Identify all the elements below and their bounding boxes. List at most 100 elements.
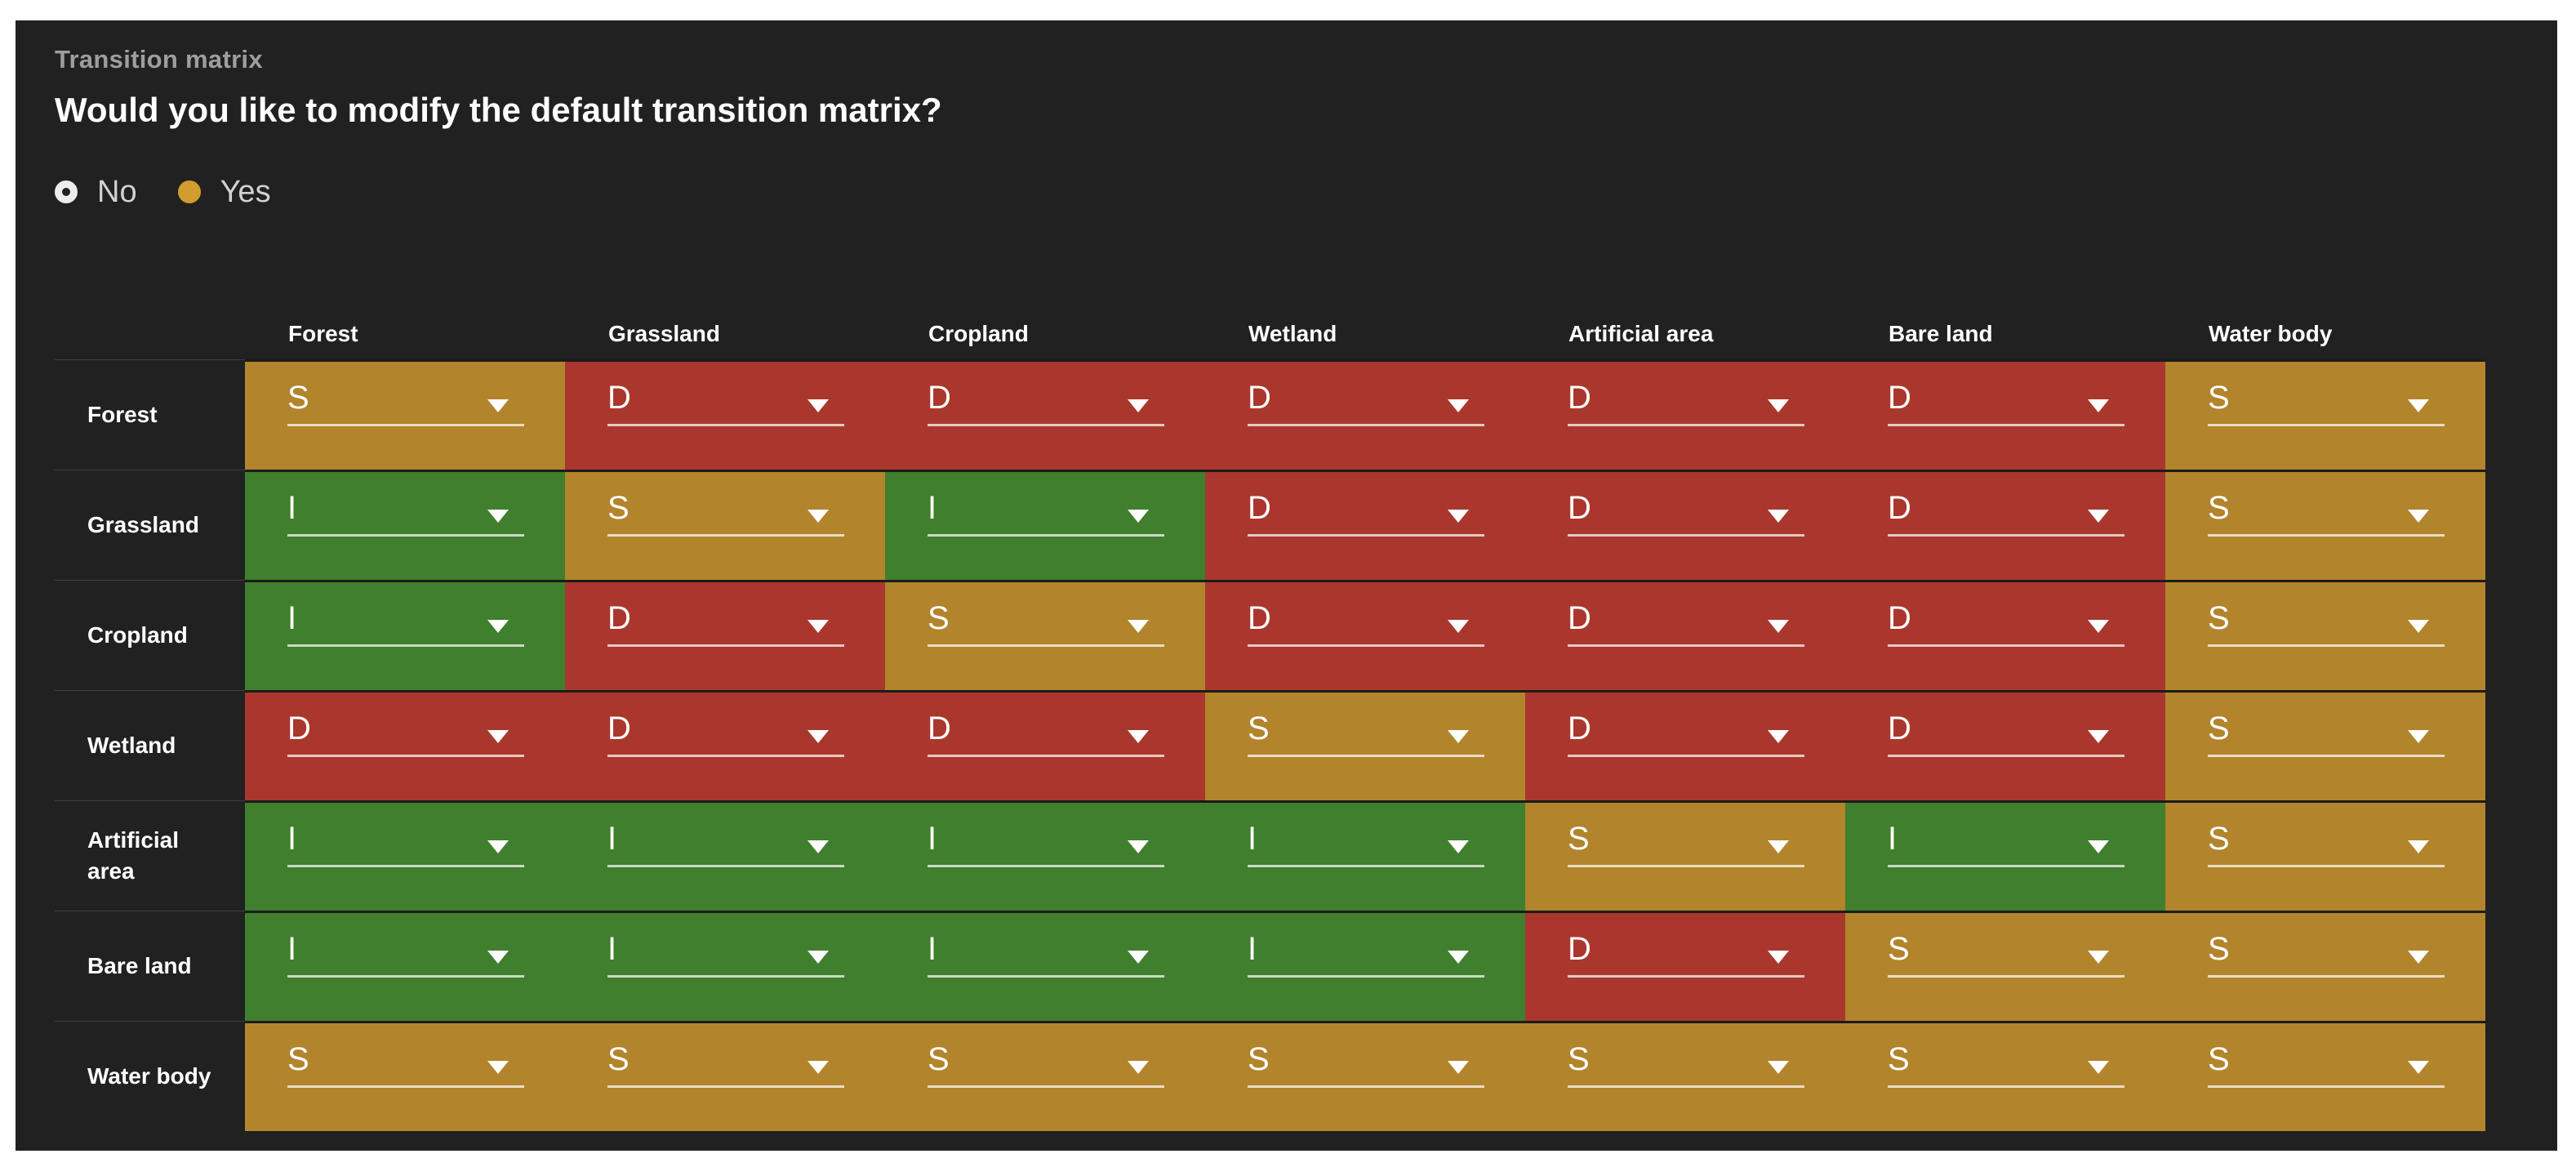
dropdown-caret-icon: [2408, 840, 2429, 853]
transition-select-cropland-water-body[interactable]: S: [2165, 580, 2485, 690]
transition-select-grassland-wetland[interactable]: D: [1205, 470, 1525, 580]
transition-select-wetland-water-body[interactable]: S: [2165, 690, 2485, 800]
dropdown-caret-icon: [1128, 399, 1149, 412]
select-value: S: [607, 490, 630, 526]
transition-select-cropland-cropland[interactable]: S: [885, 580, 1205, 690]
transition-select-water-body-grassland[interactable]: S: [565, 1021, 885, 1131]
transition-select-water-body-wetland[interactable]: S: [1205, 1021, 1525, 1131]
transition-select-grassland-cropland[interactable]: I: [885, 470, 1205, 580]
transition-select-forest-wetland[interactable]: D: [1205, 359, 1525, 470]
transition-select-water-body-bare-land[interactable]: S: [1845, 1021, 2165, 1131]
transition-select-bare-land-water-body[interactable]: S: [2165, 911, 2485, 1021]
select-underline: [1248, 755, 1484, 757]
radio-option-label: No: [97, 174, 137, 209]
dropdown-caret-icon: [808, 1061, 829, 1074]
select-underline: [287, 424, 524, 426]
select-value: S: [2208, 821, 2230, 857]
column-header-artificial-area: Artificial area: [1568, 321, 1714, 346]
select-value: I: [607, 931, 617, 967]
select-value: S: [607, 1041, 630, 1077]
transition-select-water-body-forest[interactable]: S: [245, 1021, 565, 1131]
select-value: D: [287, 710, 311, 746]
transition-select-grassland-artificial-area[interactable]: D: [1525, 470, 1845, 580]
transition-select-forest-water-body[interactable]: S: [2165, 359, 2485, 470]
select-underline: [928, 975, 1164, 978]
transition-select-wetland-grassland[interactable]: D: [565, 690, 885, 800]
transition-select-wetland-wetland[interactable]: S: [1205, 690, 1525, 800]
dropdown-caret-icon: [2088, 620, 2109, 633]
transition-select-cropland-forest[interactable]: I: [245, 580, 565, 690]
transition-select-artificial-area-grassland[interactable]: I: [565, 800, 885, 911]
dropdown-caret-icon: [487, 399, 509, 412]
dropdown-caret-icon: [1448, 399, 1469, 412]
transition-select-grassland-grassland[interactable]: S: [565, 470, 885, 580]
dropdown-caret-icon: [808, 620, 829, 633]
transition-select-forest-artificial-area[interactable]: D: [1525, 359, 1845, 470]
select-underline: [607, 975, 844, 978]
select-underline: [1568, 534, 1804, 537]
transition-select-wetland-forest[interactable]: D: [245, 690, 565, 800]
select-underline: [1888, 644, 2124, 647]
transition-select-artificial-area-bare-land[interactable]: I: [1845, 800, 2165, 911]
select-underline: [1248, 644, 1484, 647]
transition-select-wetland-bare-land[interactable]: D: [1845, 690, 2165, 800]
select-value: S: [2208, 710, 2230, 746]
radio-group-modify-matrix: No Yes: [55, 173, 2557, 211]
transition-select-cropland-bare-land[interactable]: D: [1845, 580, 2165, 690]
select-underline: [1888, 1085, 2124, 1088]
select-value: I: [928, 931, 937, 967]
transition-select-cropland-artificial-area[interactable]: D: [1525, 580, 1845, 690]
transition-select-forest-bare-land[interactable]: D: [1845, 359, 2165, 470]
select-value: I: [287, 931, 297, 967]
transition-select-forest-forest[interactable]: S: [245, 359, 565, 470]
select-underline: [607, 424, 844, 426]
transition-select-bare-land-bare-land[interactable]: S: [1845, 911, 2165, 1021]
dropdown-caret-icon: [1768, 399, 1789, 412]
transition-select-artificial-area-cropland[interactable]: I: [885, 800, 1205, 911]
matrix-corner: [55, 309, 245, 359]
select-underline: [287, 1085, 524, 1088]
transition-select-bare-land-cropland[interactable]: I: [885, 911, 1205, 1021]
transition-select-cropland-grassland[interactable]: D: [565, 580, 885, 690]
transition-select-water-body-cropland[interactable]: S: [885, 1021, 1205, 1131]
select-underline: [287, 644, 524, 647]
select-underline: [928, 644, 1164, 647]
select-underline: [928, 755, 1164, 757]
transition-select-water-body-water-body[interactable]: S: [2165, 1021, 2485, 1131]
column-header-cropland: Cropland: [928, 321, 1029, 346]
transition-select-grassland-forest[interactable]: I: [245, 470, 565, 580]
select-value: S: [1248, 710, 1270, 746]
transition-select-grassland-water-body[interactable]: S: [2165, 470, 2485, 580]
select-value: D: [1888, 600, 1911, 636]
transition-select-artificial-area-forest[interactable]: I: [245, 800, 565, 911]
transition-select-forest-grassland[interactable]: D: [565, 359, 885, 470]
dropdown-caret-icon: [1768, 840, 1789, 853]
transition-select-artificial-area-artificial-area[interactable]: S: [1525, 800, 1845, 911]
dropdown-caret-icon: [2408, 620, 2429, 633]
column-header-bare-land: Bare land: [1889, 321, 1993, 346]
transition-select-wetland-cropland[interactable]: D: [885, 690, 1205, 800]
transition-select-artificial-area-water-body[interactable]: S: [2165, 800, 2485, 911]
column-header-water-body: Water body: [2209, 321, 2333, 346]
transition-select-bare-land-wetland[interactable]: I: [1205, 911, 1525, 1021]
transition-select-forest-cropland[interactable]: D: [885, 359, 1205, 470]
select-value: S: [287, 1041, 309, 1077]
transition-select-cropland-wetland[interactable]: D: [1205, 580, 1525, 690]
select-underline: [1248, 534, 1484, 537]
select-underline: [928, 534, 1164, 537]
select-underline: [1248, 975, 1484, 978]
transition-select-wetland-artificial-area[interactable]: D: [1525, 690, 1845, 800]
select-underline: [1568, 1085, 1804, 1088]
transition-select-bare-land-grassland[interactable]: I: [565, 911, 885, 1021]
transition-select-water-body-artificial-area[interactable]: S: [1525, 1021, 1845, 1131]
transition-select-bare-land-artificial-area[interactable]: D: [1525, 911, 1845, 1021]
radio-option-no[interactable]: No: [55, 175, 137, 210]
dropdown-caret-icon: [1768, 510, 1789, 523]
dropdown-caret-icon: [808, 951, 829, 964]
transition-select-grassland-bare-land[interactable]: D: [1845, 470, 2165, 580]
transition-select-artificial-area-wetland[interactable]: I: [1205, 800, 1525, 911]
select-underline: [1248, 1085, 1484, 1088]
transition-select-bare-land-forest[interactable]: I: [245, 911, 565, 1021]
radio-option-yes[interactable]: Yes: [177, 175, 271, 210]
column-header-wetland: Wetland: [1248, 321, 1337, 346]
